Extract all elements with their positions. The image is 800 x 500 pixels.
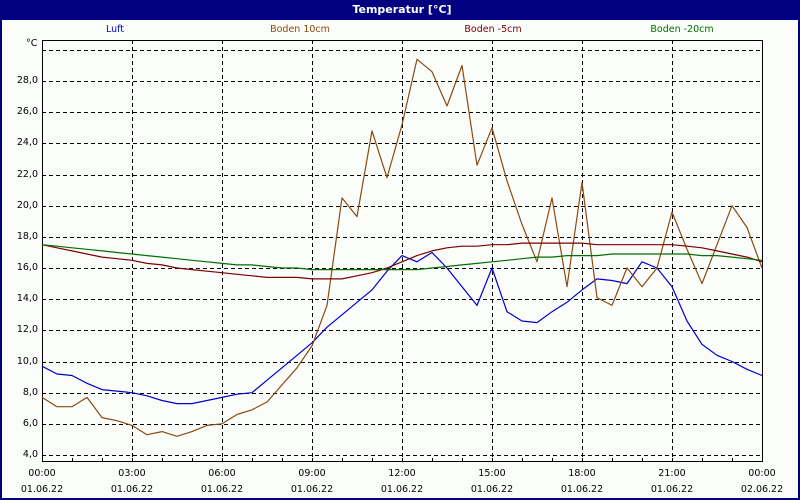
y-axis-unit: °C	[26, 38, 38, 49]
x-tick-time: 21:00	[658, 468, 686, 479]
x-tick-time: 12:00	[388, 468, 416, 479]
series-line-boden-5cm	[41, 242, 763, 280]
legend-item: Luft	[105, 24, 125, 35]
x-tick-date: 01.06.22	[290, 484, 334, 495]
series-line-boden-10cm	[41, 58, 763, 437]
y-tick-label: 4,0	[22, 449, 38, 460]
legend-item: Boden -20cm	[650, 24, 714, 35]
x-tick-time: 09:00	[298, 468, 326, 479]
x-tick-time: 18:00	[568, 468, 596, 479]
x-tick-time: 15:00	[478, 468, 506, 479]
y-tick-label: 14,0	[16, 293, 38, 305]
series-line-luft	[41, 251, 763, 405]
x-tick-time: 03:00	[118, 468, 146, 479]
y-tick-label: 18,0	[16, 230, 38, 242]
y-tick-label: 26,0	[16, 106, 38, 118]
y-tick-label: 22,0	[16, 168, 38, 180]
y-tick-label: 10,0	[16, 355, 38, 367]
series-line-boden-20cm	[41, 244, 763, 271]
x-tick-date: 01.06.22	[20, 484, 64, 495]
x-tick-date: 01.06.22	[380, 484, 424, 495]
x-tick-date: 01.06.22	[560, 484, 604, 495]
y-tick-label: 6,0	[22, 417, 38, 429]
x-tick-date: 01.06.22	[110, 484, 154, 495]
x-tick-date: 02.06.22	[740, 484, 784, 495]
window-title: Temperatur [°C]	[2, 0, 800, 20]
x-tick-time: 00:00	[28, 468, 56, 479]
x-tick-date: 01.06.22	[200, 484, 244, 495]
y-tick-label: 24,0	[16, 137, 38, 149]
legend-item: Boden -5cm	[464, 24, 522, 35]
x-tick-time: 00:00	[748, 468, 776, 479]
y-tick-label: 20,0	[16, 199, 38, 211]
legend-item: Boden 10cm	[270, 24, 330, 35]
y-tick-label: 28,0	[16, 75, 38, 87]
x-tick-date: 01.06.22	[470, 484, 514, 495]
y-tick-label: 8,0	[22, 386, 38, 398]
y-tick-label: 12,0	[16, 324, 38, 336]
x-tick-time: 06:00	[208, 468, 236, 479]
x-tick-date: 01.06.22	[650, 484, 694, 495]
y-tick-label: 16,0	[16, 262, 38, 274]
